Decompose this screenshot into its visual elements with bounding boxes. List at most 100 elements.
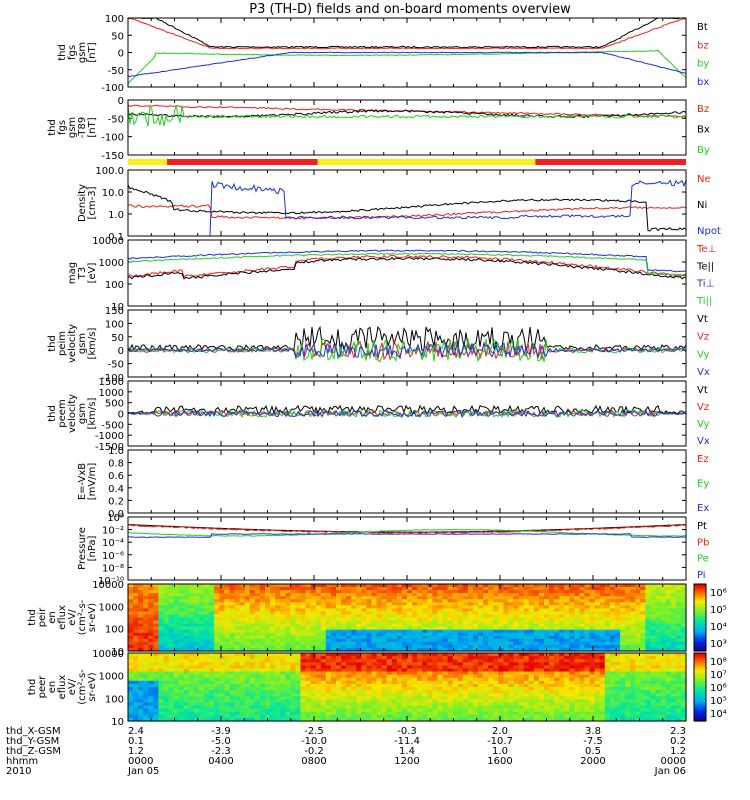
spectrogram-cell	[660, 629, 667, 634]
spectrogram-cell	[346, 705, 352, 710]
spectrogram-cell	[513, 705, 520, 710]
spectrogram-cell	[234, 626, 241, 631]
spectrogram-cell	[315, 626, 322, 631]
spectrogram-cell	[249, 690, 256, 694]
spectrogram-cell	[366, 623, 373, 628]
spectrogram-cell	[412, 648, 418, 652]
spectrogram-cell	[153, 617, 160, 622]
spectrogram-cell	[336, 605, 342, 609]
spectrogram-cell	[290, 641, 296, 646]
spectrogram-cell	[275, 629, 281, 634]
spectrogram-cell	[315, 617, 322, 622]
spectrogram-cell	[219, 699, 225, 704]
spectrogram-cell	[153, 605, 160, 609]
spectrogram-cell	[173, 708, 180, 713]
spectrogram-cell	[427, 617, 433, 622]
spectrogram-cell	[199, 620, 205, 625]
spectrogram-cell	[609, 584, 616, 588]
colorbar-cell	[694, 600, 706, 604]
spectrogram-cell	[244, 638, 251, 643]
spectrogram-cell	[148, 638, 154, 643]
spectrogram-cell	[265, 587, 271, 591]
spectrogram-cell	[442, 659, 449, 663]
spectrogram-cell	[518, 593, 525, 597]
spectrogram-cell	[508, 608, 515, 612]
spectrogram-cell	[462, 638, 469, 643]
spectrogram-cell	[143, 690, 149, 694]
spectrogram-cell	[249, 711, 256, 716]
spectrogram-cell	[452, 674, 459, 679]
spectrogram-cell	[483, 683, 489, 688]
spectrogram-cell	[412, 638, 418, 643]
spectrogram-cell	[290, 611, 296, 615]
spectrogram-cell	[493, 653, 499, 657]
spectrogram-cell	[320, 620, 327, 625]
spectrogram-cell	[163, 644, 170, 649]
spectrogram-cell	[615, 641, 621, 646]
spectrogram-cell	[188, 665, 195, 670]
spectrogram-cell	[533, 617, 540, 622]
spectrogram-cell	[645, 644, 652, 649]
spectrogram-cell	[371, 590, 378, 594]
spectrogram-cell	[275, 641, 281, 646]
spectrogram-cell	[265, 623, 271, 628]
legend-bx: bx	[697, 77, 709, 88]
spectrogram-cell	[290, 599, 296, 603]
ylabel-peem_v: thdpeemvelocitygsm[km/s]	[47, 394, 98, 433]
spectrogram-cell	[381, 648, 388, 652]
spectrogram-cell	[173, 641, 180, 646]
spectrogram-cell	[478, 717, 484, 722]
spectrogram-cell	[645, 611, 652, 615]
spectrogram-cell	[249, 656, 256, 660]
spectrogram-cell	[173, 653, 180, 657]
spectrogram-cell	[204, 635, 210, 640]
spectrogram-cell	[270, 693, 276, 697]
spectrogram-cell	[478, 605, 484, 609]
spectrogram-cell	[163, 584, 170, 588]
spectrogram-cell	[346, 641, 352, 646]
spectrogram-cell	[589, 626, 596, 631]
spectrogram-cell	[204, 644, 210, 649]
spectrogram-cell	[381, 620, 388, 625]
spectrogram-cell	[351, 617, 357, 622]
spectrogram-cell	[503, 623, 510, 628]
spectrogram-cell	[498, 626, 504, 631]
spectrogram-cell	[457, 608, 464, 612]
spectrogram-cell	[386, 656, 393, 660]
spectrogram-cell	[422, 644, 428, 649]
spectrogram-cell	[437, 611, 444, 615]
spectrogram-cell	[259, 620, 266, 625]
spectrogram-cell	[290, 717, 296, 722]
spectrogram-cell	[204, 590, 210, 594]
spectrogram-cell	[462, 677, 469, 682]
spectrogram-cell	[609, 587, 616, 591]
spectrogram-cell	[204, 705, 210, 710]
spectrogram-cell	[604, 608, 611, 612]
ylabel-line: eV/	[67, 678, 78, 695]
y-tick-label: 100	[105, 14, 124, 25]
spectrogram-cell	[472, 638, 479, 643]
spectrogram-cell	[270, 602, 276, 606]
spectrogram-cell	[544, 644, 550, 649]
spectrogram-cell	[503, 714, 510, 719]
spectrogram-cell	[259, 717, 266, 722]
series-line	[128, 404, 686, 415]
spectrogram-cell	[488, 677, 494, 682]
spectrogram-cell	[280, 599, 286, 603]
spectrogram-cell	[472, 632, 479, 637]
spectrogram-cell	[336, 659, 342, 663]
spectrogram-cell	[295, 635, 302, 640]
spectrogram-cell	[148, 696, 154, 700]
spectrogram-cell	[559, 596, 565, 600]
spectrogram-cell	[148, 596, 154, 600]
spectrogram-cell	[214, 611, 220, 615]
spectrogram-cell	[234, 699, 241, 704]
spectrogram-cell	[615, 602, 621, 606]
spectrogram-cell	[452, 680, 459, 685]
spectrogram-cell	[143, 644, 149, 649]
legend-By: By	[697, 145, 710, 156]
spectrogram-cell	[173, 690, 180, 694]
spectrogram-cell	[249, 659, 256, 663]
spectrogram-cell	[417, 702, 423, 707]
spectrogram-cell	[356, 711, 362, 716]
